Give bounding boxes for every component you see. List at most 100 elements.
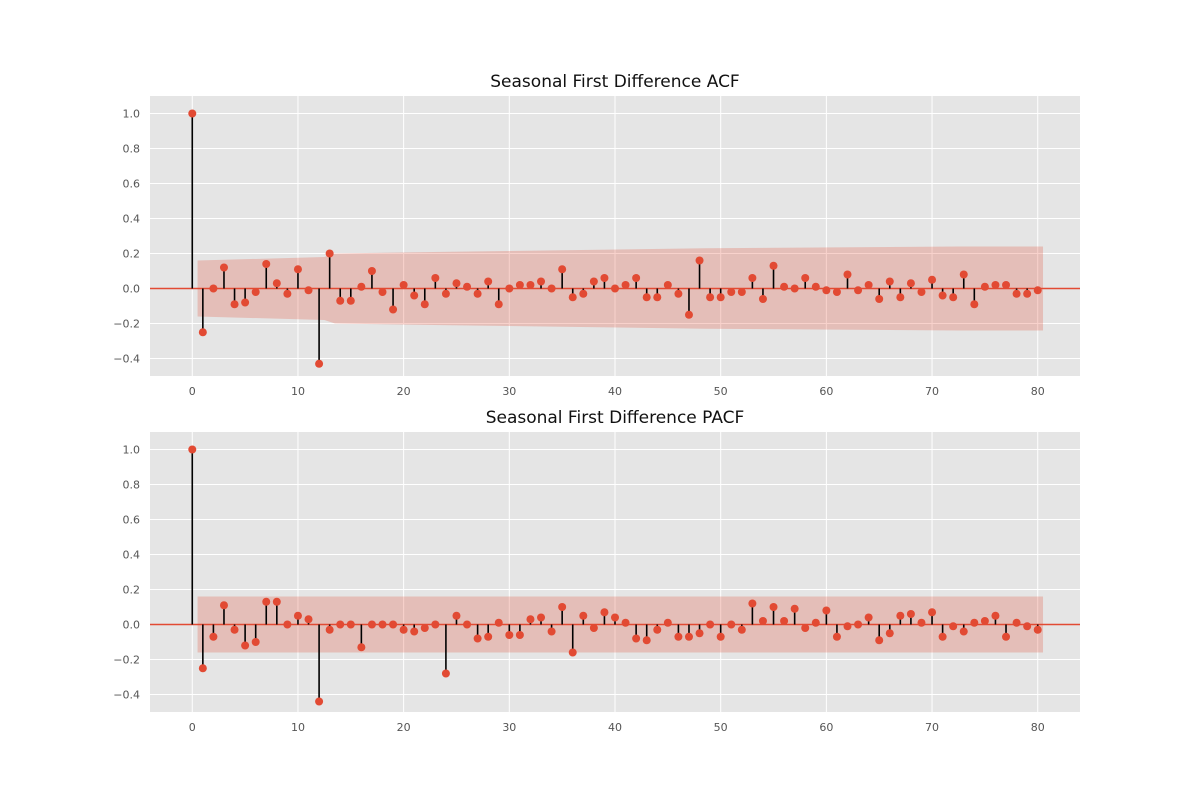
pacf-point [695, 629, 704, 638]
pacf-point [875, 636, 884, 645]
acf-point [780, 282, 789, 291]
pacf-point [537, 613, 546, 622]
acf-point [854, 286, 863, 295]
acf-point [304, 286, 313, 295]
pacf-point [642, 636, 651, 645]
acf-point [959, 270, 968, 279]
acf-point [389, 305, 398, 314]
pacf-point [727, 620, 736, 629]
pacf-point [811, 618, 820, 627]
pacf-point [780, 617, 789, 625]
pacf-panel: 0 10 20 30 40 50 60 70 80 −0.4 −0.2 0.0 0.2 0.4 0.6 0.… [113, 408, 1080, 734]
acf-point [1023, 289, 1032, 298]
acf-point [293, 265, 302, 274]
pacf-point [198, 664, 207, 673]
pacf-point [758, 617, 767, 625]
acf-point [1033, 286, 1042, 295]
pacf-point [1033, 625, 1042, 634]
acf-x-tick-label: 0 [189, 385, 196, 398]
pacf-point [600, 608, 609, 617]
acf-point [906, 279, 915, 288]
pacf-point [336, 620, 345, 629]
pacf-point [938, 632, 947, 641]
acf-y-tick-label: 0.6 [123, 178, 141, 191]
acf-point [758, 295, 767, 303]
acf-y-tick-label: 1.0 [123, 108, 141, 121]
acf-point [875, 295, 884, 303]
pacf-point [505, 631, 514, 639]
acf-point [970, 300, 979, 309]
acf-point [315, 359, 324, 368]
pacf-markers [188, 445, 1042, 706]
pacf-point [399, 625, 408, 634]
pacf-point [389, 620, 398, 629]
pacf-point [674, 632, 683, 641]
acf-point [917, 288, 926, 296]
acf-point [336, 296, 345, 305]
acf-point [706, 293, 715, 302]
acf-point [949, 293, 958, 302]
pacf-point [262, 597, 271, 606]
pacf-point [346, 620, 355, 629]
pacf-point [663, 618, 672, 627]
acf-point [537, 277, 546, 286]
acf-point [663, 281, 672, 289]
pacf-point [632, 634, 641, 643]
acf-point [600, 274, 609, 282]
acf-point [547, 284, 556, 293]
pacf-point [325, 625, 334, 634]
acf-point [632, 274, 641, 282]
acf-point [928, 275, 937, 284]
acf-point [431, 274, 440, 282]
pacf-point [949, 622, 958, 631]
pacf-point [494, 618, 503, 627]
pacf-y-tick-label: −0.2 [113, 654, 140, 667]
pacf-point [367, 620, 376, 629]
pacf-x-tick-label: 20 [397, 721, 411, 734]
acf-point [621, 281, 630, 289]
pacf-point [737, 625, 746, 634]
acf-point [272, 279, 281, 288]
acf-y-tick-labels: −0.4 −0.2 0.0 0.2 0.4 0.6 0.8 1.0 [113, 108, 140, 366]
acf-x-tick-labels: 0 10 20 30 40 50 60 70 80 [189, 385, 1045, 398]
pacf-y-tick-label: −0.4 [113, 689, 140, 702]
pacf-point [484, 632, 493, 641]
acf-point [558, 265, 567, 274]
acf-point [367, 267, 376, 275]
pacf-point [769, 603, 778, 611]
pacf-point [315, 697, 324, 706]
pacf-point [431, 620, 440, 629]
acf-point [864, 281, 873, 289]
pacf-point [896, 611, 905, 620]
acf-point [885, 277, 894, 286]
pacf-point [716, 632, 725, 641]
pacf-point [410, 627, 419, 636]
acf-point [505, 284, 514, 293]
acf-y-tick-label: −0.2 [113, 318, 140, 331]
pacf-x-tick-label: 0 [189, 721, 196, 734]
pacf-point [959, 627, 968, 636]
acf-point [463, 282, 472, 291]
acf-point [346, 296, 355, 305]
acf-point [769, 261, 778, 270]
pacf-point [885, 629, 894, 638]
acf-y-tick-label: 0.8 [123, 143, 141, 156]
pacf-point [1002, 632, 1011, 641]
acf-point [241, 298, 250, 307]
pacf-point [515, 631, 524, 639]
pacf-point [1012, 618, 1021, 627]
pacf-point [463, 620, 472, 629]
pacf-point [801, 624, 810, 632]
acf-x-tick-label: 80 [1031, 385, 1045, 398]
pacf-point [568, 648, 577, 657]
pacf-point [230, 625, 239, 634]
pacf-point [547, 627, 556, 636]
pacf-point [251, 638, 260, 646]
acf-x-tick-label: 10 [291, 385, 305, 398]
pacf-x-tick-label: 50 [714, 721, 728, 734]
acf-point [484, 277, 493, 286]
pacf-point [378, 620, 387, 629]
acf-point [452, 279, 461, 288]
pacf-point [272, 597, 281, 606]
pacf-point [790, 604, 799, 613]
